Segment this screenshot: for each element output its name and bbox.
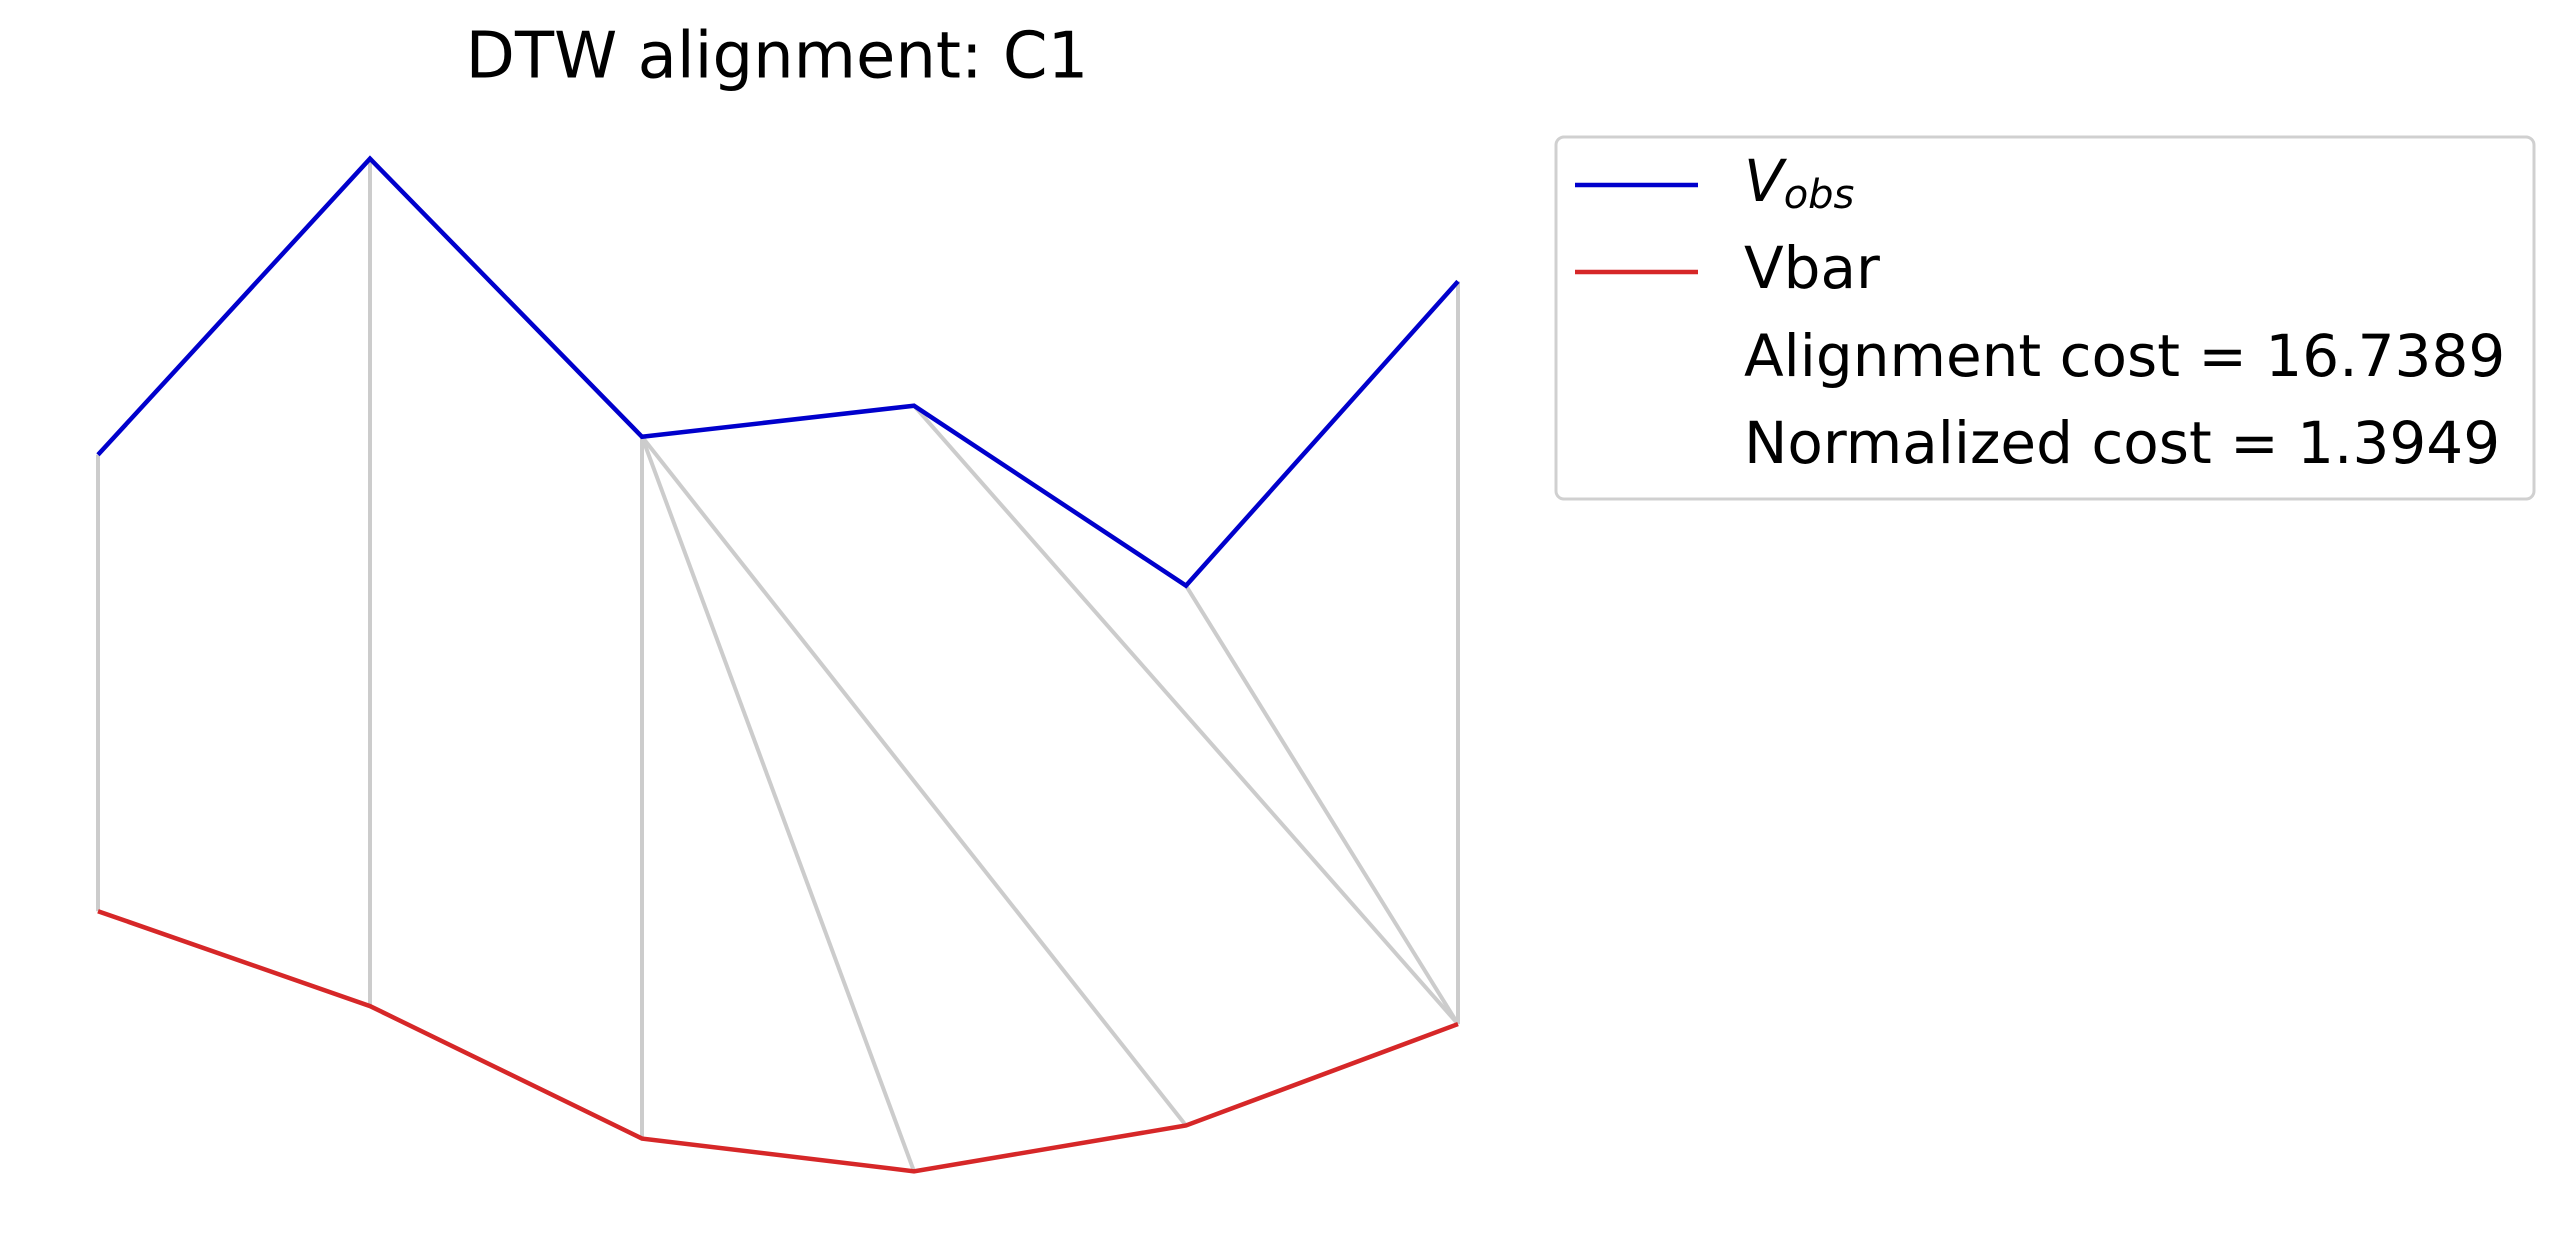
legend-label-subscript: obs [1784, 172, 1855, 218]
alignment-line [640, 436, 916, 1172]
legend-label: Vobs [1744, 147, 1854, 218]
legend-note: Normalized cost = 1.3949 [1744, 409, 2500, 477]
legend-box [1554, 135, 2536, 501]
alignment-line [640, 435, 1188, 1127]
alignment-line [912, 404, 1460, 1026]
series-line [96, 155, 1460, 589]
legend-label: Vbar [1744, 234, 1880, 302]
chart-title: DTW alignment: C1 [466, 20, 1089, 94]
alignment-line [1184, 584, 1460, 1026]
legend-label-main: V [1744, 147, 1788, 215]
legend-label-main: Vbar [1744, 234, 1880, 302]
series-line [97, 909, 1459, 1174]
legend-note: Alignment cost = 16.7389 [1744, 322, 2505, 390]
